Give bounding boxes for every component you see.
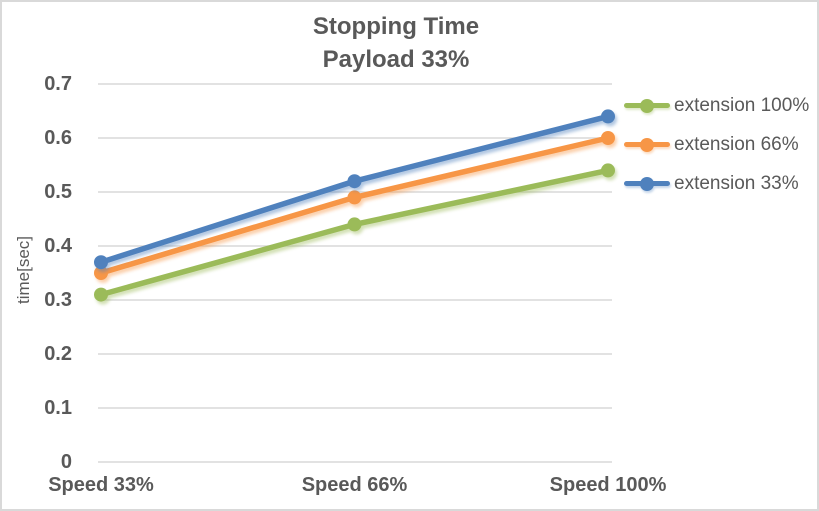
series-line <box>98 135 611 276</box>
legend-line-marker-icon <box>624 137 670 152</box>
legend-label: extension 66% <box>674 133 799 155</box>
x-category-label: Speed 33% <box>48 474 154 496</box>
legend-line-marker-icon <box>624 98 670 113</box>
data-point-marker <box>601 163 615 178</box>
y-tick-label: 0.3 <box>44 289 72 311</box>
data-point-marker <box>94 255 108 270</box>
legend-item: extension 66% <box>624 125 809 164</box>
data-point-marker <box>347 174 362 189</box>
data-point-marker <box>601 109 615 124</box>
y-tick-label: 0.4 <box>44 235 72 257</box>
legend: extension 100% extension 66% extension 3… <box>624 86 809 203</box>
chart-title: Stopping Time <box>312 13 480 40</box>
y-tick-label: 0.1 <box>44 397 72 419</box>
y-tick-label: 0.6 <box>44 127 72 149</box>
x-category-label: Speed 100% <box>549 474 667 496</box>
legend-item: extension 100% <box>624 86 809 125</box>
y-tick-label: 0 <box>60 451 72 473</box>
x-category-label: Speed 66% <box>301 474 408 496</box>
data-point-marker <box>601 131 615 145</box>
legend-item: extension 33% <box>624 164 809 203</box>
legend-label: extension 100% <box>674 94 810 116</box>
series-extension-100- <box>94 163 615 302</box>
data-point-marker <box>94 287 108 302</box>
y-tick-label: 0.5 <box>44 181 72 203</box>
legend-label: extension 33% <box>674 172 799 194</box>
series-line <box>98 167 611 298</box>
data-point-marker <box>94 266 108 280</box>
chart-title-block: Stopping Time Payload 33% <box>2 10 790 76</box>
chart-subtitle: Payload 33% <box>322 46 470 73</box>
data-point-marker <box>347 217 362 232</box>
y-tick-label: 0.2 <box>44 343 72 365</box>
data-point-marker <box>347 190 362 205</box>
y-tick-label: 0.7 <box>44 73 72 95</box>
legend-line-marker-icon <box>624 176 670 191</box>
series-extension-66- <box>94 131 615 280</box>
series-extension-33- <box>94 109 615 270</box>
